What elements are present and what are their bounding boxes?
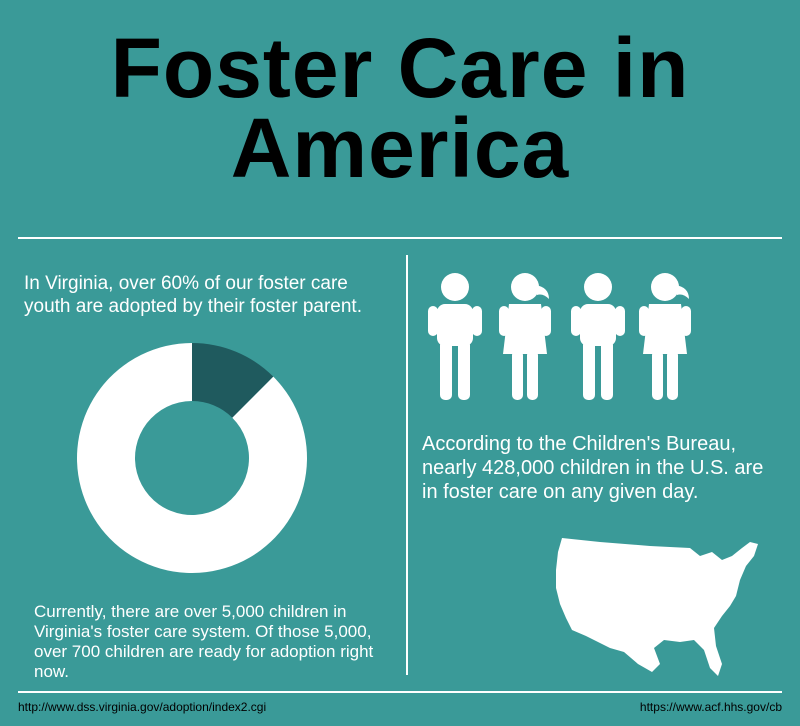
- boy-icon: [571, 273, 625, 400]
- bureau-text: According to the Children's Bureau, near…: [422, 433, 764, 503]
- source-link: http://www.dss.virginia.gov/adoption/ind…: [18, 700, 267, 714]
- girl-icon: [639, 273, 691, 400]
- title: Foster Care in America: [110, 21, 690, 195]
- donut-segment: [192, 343, 274, 418]
- donut-segment: [76, 343, 307, 573]
- boy-icon: [428, 273, 482, 400]
- source-link: https://www.acf.hhs.gov/cb: [639, 700, 782, 714]
- us-map: [556, 538, 758, 676]
- people-icons: [428, 273, 691, 400]
- intro-text: In Virginia, over 60% of our foster care…: [24, 273, 362, 317]
- virginia-text: Currently, there are over 5,000 children…: [34, 602, 374, 681]
- girl-icon: [499, 273, 551, 400]
- donut-chart: [76, 343, 307, 573]
